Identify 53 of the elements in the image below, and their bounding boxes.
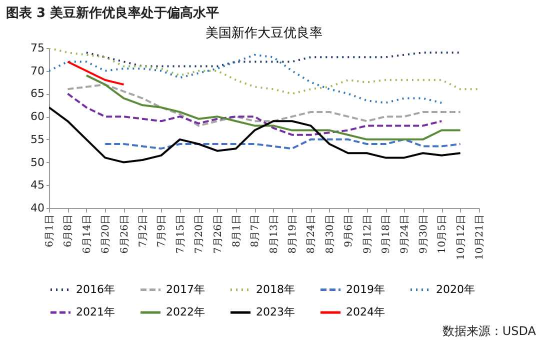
- x-tick-label: 7月26日: [212, 214, 224, 254]
- x-tick-label: 8月13日: [268, 214, 280, 254]
- y-tick-label: 45: [30, 178, 44, 192]
- x-tick-label: 9月12日: [362, 214, 374, 254]
- line-series: [66, 92, 443, 136]
- x-tick-label: 6月26日: [119, 214, 130, 254]
- x-tick-label: 6月20日: [100, 214, 112, 254]
- x-tick-label: 9月24日: [400, 214, 411, 254]
- y-tick-label: 70: [30, 64, 44, 78]
- legend-label: 2019年: [346, 282, 385, 296]
- x-tick-label: 7月2日: [138, 214, 149, 248]
- legend-label: 2021年: [76, 306, 115, 318]
- chart-title: 图表 3 美豆新作优良率处于偏高水平: [6, 4, 220, 22]
- legend-label: 2020年: [436, 282, 475, 296]
- y-tick-label: 65: [30, 87, 44, 100]
- x-tick-label: 6月8日: [63, 214, 74, 248]
- x-tick-label: 9月30日: [418, 214, 430, 254]
- source-note: 数据来源：USDA: [442, 323, 536, 340]
- y-tick-label: 75: [30, 42, 44, 54]
- line-series: [49, 54, 443, 104]
- x-tick-label: 8月1日: [231, 214, 242, 248]
- y-tick-label: 50: [30, 156, 44, 169]
- y-tick-label: 40: [30, 202, 44, 214]
- x-tick-label: 6月1日: [44, 214, 56, 248]
- line-series: [49, 48, 479, 95]
- line-series: [66, 60, 125, 86]
- x-tick-label: 7月9日: [156, 214, 168, 248]
- x-tick-label: 9月18日: [381, 214, 392, 254]
- line-series: [49, 106, 462, 164]
- line-series: [104, 138, 462, 150]
- y-tick-label: 60: [30, 110, 44, 124]
- x-tick-label: 10月12日: [456, 214, 467, 260]
- x-tick-label: 8月7日: [250, 214, 262, 248]
- line-series: [85, 52, 462, 68]
- x-tick-label: 8月24日: [306, 214, 318, 254]
- x-tick-label: 7月15日: [175, 214, 186, 254]
- legend-label: 2024年: [346, 306, 385, 318]
- chart-subtitle: 美国新作大豆优良率: [206, 25, 322, 41]
- legend-label: 2017年: [166, 282, 205, 296]
- x-tick-label: 8月19日: [288, 214, 299, 254]
- x-tick-label: 10月21日: [474, 214, 486, 260]
- legend-label: 2023年: [256, 306, 295, 318]
- line-series: [66, 84, 462, 127]
- x-tick-label: 9月6日: [344, 214, 355, 248]
- x-tick-label: 6月14日: [82, 214, 93, 254]
- x-tick-label: 7月20日: [194, 214, 206, 254]
- legend-label: 2016年: [76, 282, 115, 296]
- legend-label: 2022年: [166, 306, 205, 318]
- x-tick-label: 10月5日: [437, 214, 448, 254]
- x-tick-label: 8月30日: [324, 214, 336, 254]
- line-series: [85, 74, 462, 140]
- y-tick-label: 55: [30, 132, 44, 146]
- legend-label: 2018年: [256, 282, 295, 296]
